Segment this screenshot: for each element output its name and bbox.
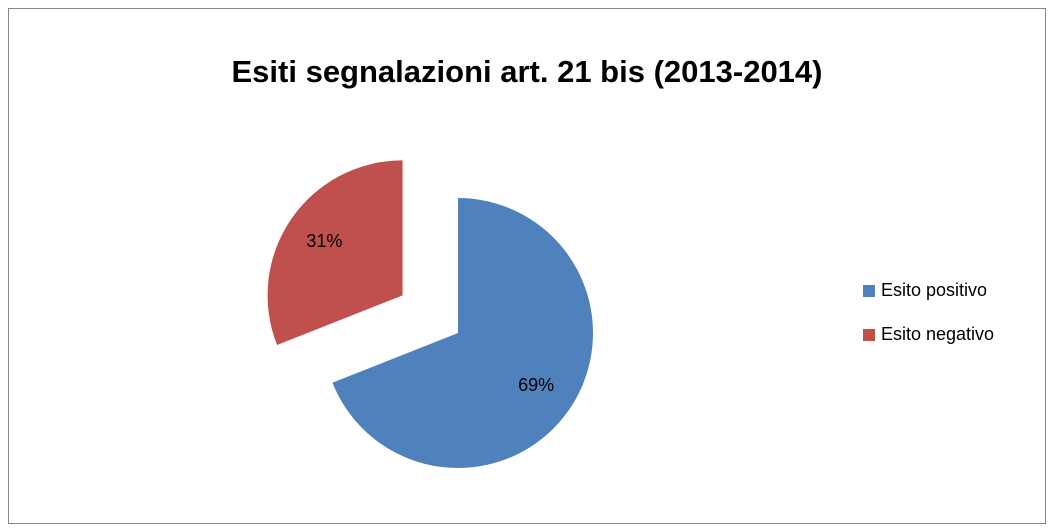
legend-label: Esito positivo [881,280,987,300]
legend-swatch [863,329,875,341]
pie-slice [267,160,403,346]
legend-swatch [863,285,875,297]
data-label: 69% [518,375,554,395]
legend-label: Esito negativo [881,324,994,344]
data-label: 31% [306,231,342,251]
chart-title: Esiti segnalazioni art. 21 bis (2013-201… [232,54,823,89]
pie-slice [332,198,593,469]
